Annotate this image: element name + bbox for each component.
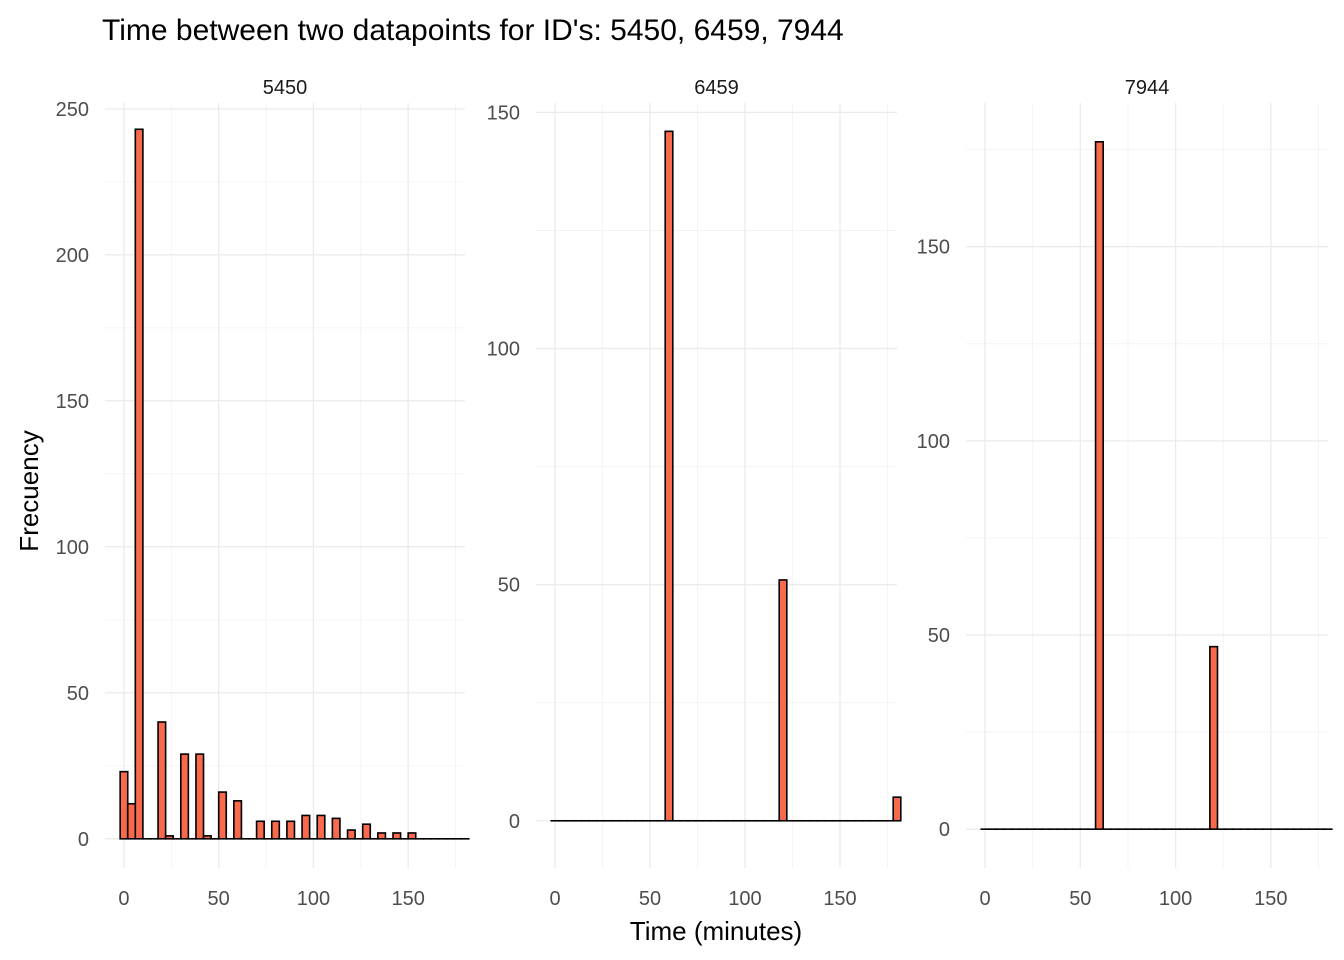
histogram-bar bbox=[392, 832, 402, 840]
histogram-bar bbox=[377, 832, 387, 840]
histogram-bar bbox=[778, 579, 788, 822]
x-tick-label: 0 bbox=[118, 888, 129, 910]
y-tick-label: 100 bbox=[487, 339, 520, 361]
y-tick-label: 100 bbox=[917, 431, 950, 453]
x-tick-label: 150 bbox=[1254, 888, 1287, 910]
histogram-bar bbox=[892, 796, 902, 822]
histogram-bar bbox=[1094, 141, 1104, 830]
histogram-bar bbox=[134, 128, 144, 840]
x-tick-label: 100 bbox=[728, 888, 761, 910]
histogram-bar bbox=[164, 835, 175, 840]
histogram-bar bbox=[119, 770, 129, 840]
histogram-bar bbox=[301, 814, 311, 840]
histogram-bar bbox=[233, 800, 243, 840]
x-tick-label: 0 bbox=[979, 888, 990, 910]
histogram-bar bbox=[361, 823, 372, 840]
y-tick-label: 100 bbox=[56, 537, 89, 559]
histogram-bar bbox=[126, 802, 137, 840]
y-tick-label: 0 bbox=[78, 829, 89, 851]
x-axis-title: Time (minutes) bbox=[630, 916, 802, 946]
x-tick-label: 100 bbox=[1159, 888, 1192, 910]
histogram-bar bbox=[202, 835, 212, 840]
x-tick-label: 150 bbox=[391, 888, 424, 910]
histogram-bar bbox=[270, 820, 281, 840]
histogram-bar bbox=[255, 820, 265, 840]
histogram-bar bbox=[1209, 645, 1219, 830]
facet-label-6459: 6459 bbox=[694, 77, 739, 99]
histogram-bar bbox=[286, 820, 296, 840]
x-tick-label: 50 bbox=[208, 888, 230, 910]
y-tick-label: 0 bbox=[509, 811, 520, 833]
y-tick-label: 150 bbox=[487, 102, 520, 124]
histogram-bar bbox=[664, 130, 674, 822]
y-tick-label: 200 bbox=[56, 245, 89, 267]
panel-5450: 5450 0 50 100 150 0 50 100 150 200 250 bbox=[56, 77, 470, 910]
facet-label-7944: 7944 bbox=[1125, 77, 1170, 99]
histogram-bar bbox=[316, 814, 326, 840]
y-axis-title: Frecuency bbox=[14, 430, 44, 551]
x-tick-label: 150 bbox=[823, 888, 856, 910]
histogram-bar bbox=[331, 817, 341, 840]
x-tick-label: 100 bbox=[297, 888, 330, 910]
y-tick-label: 50 bbox=[498, 575, 520, 597]
y-tick-label: 150 bbox=[917, 237, 950, 259]
x-tick-label: 0 bbox=[549, 888, 560, 910]
x-tick-label: 50 bbox=[1069, 888, 1091, 910]
histogram-bar bbox=[217, 791, 228, 840]
panel-6459: 6459 0 50 100 150 0 50 100 150 bbox=[487, 77, 902, 910]
histogram-bar bbox=[407, 832, 417, 840]
histogram-bar bbox=[346, 829, 356, 840]
y-tick-label: 0 bbox=[939, 819, 950, 841]
facet-panels: 5450 0 50 100 150 0 50 100 150 200 250 6459 0 50 100 15… bbox=[56, 77, 1333, 910]
x-tick-label: 50 bbox=[639, 888, 661, 910]
histogram-bar bbox=[179, 753, 190, 840]
panel-7944: 7944 0 50 100 150 0 50 100 150 bbox=[917, 77, 1333, 910]
chart-title: Time between two datapoints for ID's: 54… bbox=[102, 14, 844, 47]
y-tick-label: 50 bbox=[928, 625, 950, 647]
histogram-bar bbox=[195, 753, 205, 840]
y-tick-label: 150 bbox=[56, 391, 89, 413]
facet-label-5450: 5450 bbox=[263, 77, 308, 99]
histogram-bar bbox=[157, 721, 167, 840]
y-tick-label: 50 bbox=[67, 683, 89, 705]
y-tick-label: 250 bbox=[56, 99, 89, 121]
